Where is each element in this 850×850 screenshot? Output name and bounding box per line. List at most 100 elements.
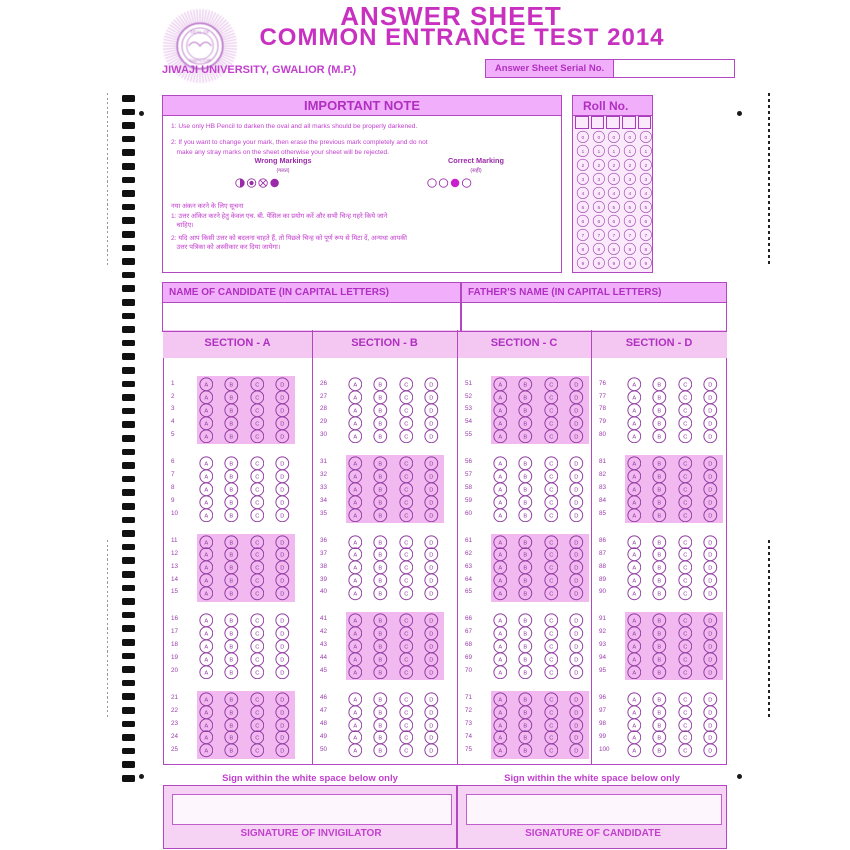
svg-text:B: B — [658, 553, 662, 559]
svg-text:D: D — [430, 383, 434, 389]
svg-text:C: C — [549, 658, 553, 664]
svg-text:D: D — [575, 462, 579, 468]
svg-text:B: B — [524, 383, 528, 389]
svg-text:8: 8 — [628, 247, 631, 253]
svg-text:C: C — [404, 710, 408, 716]
svg-text:C: C — [683, 422, 687, 428]
svg-text:C: C — [404, 658, 408, 664]
svg-text:A: A — [204, 500, 208, 506]
svg-text:C: C — [255, 435, 259, 441]
svg-text:D: D — [575, 619, 579, 625]
svg-text:A: A — [632, 435, 636, 441]
svg-text:B: B — [379, 736, 383, 742]
svg-text:B: B — [379, 670, 383, 676]
svg-text:B: B — [524, 579, 528, 585]
svg-text:A: A — [204, 670, 208, 676]
svg-text:A: A — [632, 409, 636, 415]
svg-text:A: A — [204, 579, 208, 585]
svg-text:1: 1 — [644, 149, 647, 155]
svg-text:2: 2 — [581, 163, 584, 169]
svg-text:C: C — [683, 435, 687, 441]
svg-text:C: C — [549, 723, 553, 729]
svg-text:A: A — [498, 435, 502, 441]
svg-text:B: B — [658, 723, 662, 729]
svg-text:D: D — [281, 645, 285, 651]
svg-text:D: D — [281, 435, 285, 441]
svg-text:C: C — [683, 658, 687, 664]
svg-text:D: D — [430, 396, 434, 402]
svg-text:B: B — [230, 422, 234, 428]
svg-text:D: D — [281, 736, 285, 742]
svg-text:B: B — [230, 697, 234, 703]
svg-text:D: D — [709, 513, 713, 519]
svg-text:C: C — [255, 383, 259, 389]
svg-text:B: B — [658, 422, 662, 428]
svg-text:1: 1 — [597, 149, 600, 155]
svg-text:C: C — [549, 540, 553, 546]
svg-text:D: D — [281, 422, 285, 428]
svg-text:A: A — [498, 632, 502, 638]
svg-text:C: C — [404, 383, 408, 389]
svg-text:1: 1 — [628, 149, 631, 155]
svg-text:B: B — [230, 645, 234, 651]
svg-text:B: B — [379, 619, 383, 625]
svg-text:C: C — [255, 500, 259, 506]
svg-text:7: 7 — [597, 233, 600, 239]
svg-text:D: D — [575, 396, 579, 402]
svg-text:D: D — [281, 500, 285, 506]
svg-text:8: 8 — [644, 247, 647, 253]
svg-text:B: B — [658, 462, 662, 468]
svg-text:C: C — [683, 566, 687, 572]
svg-text:D: D — [709, 723, 713, 729]
svg-text:B: B — [524, 540, 528, 546]
svg-text:C: C — [255, 462, 259, 468]
svg-text:5: 5 — [644, 205, 647, 211]
svg-text:A: A — [204, 422, 208, 428]
svg-text:A: A — [204, 396, 208, 402]
svg-text:C: C — [549, 645, 553, 651]
svg-text:D: D — [575, 383, 579, 389]
svg-text:D: D — [430, 500, 434, 506]
svg-text:C: C — [404, 500, 408, 506]
svg-text:D: D — [709, 736, 713, 742]
svg-text:D: D — [709, 553, 713, 559]
svg-text:B: B — [524, 553, 528, 559]
svg-text:A: A — [353, 422, 357, 428]
svg-text:A: A — [204, 566, 208, 572]
svg-text:B: B — [230, 475, 234, 481]
svg-text:B: B — [379, 697, 383, 703]
svg-text:A: A — [353, 553, 357, 559]
svg-text:9: 9 — [597, 261, 600, 267]
svg-text:A: A — [204, 723, 208, 729]
svg-text:4: 4 — [597, 191, 600, 197]
svg-text:A: A — [353, 697, 357, 703]
svg-text:D: D — [709, 383, 713, 389]
svg-text:B: B — [379, 540, 383, 546]
svg-text:C: C — [683, 475, 687, 481]
svg-text:B: B — [230, 540, 234, 546]
svg-text:A: A — [632, 566, 636, 572]
svg-text:B: B — [658, 435, 662, 441]
svg-text:B: B — [524, 566, 528, 572]
svg-text:D: D — [430, 579, 434, 585]
svg-text:C: C — [404, 422, 408, 428]
svg-text:5: 5 — [581, 205, 584, 211]
svg-text:A: A — [204, 487, 208, 493]
svg-text:7: 7 — [628, 233, 631, 239]
svg-text:B: B — [524, 475, 528, 481]
svg-text:A: A — [632, 632, 636, 638]
svg-text:A: A — [632, 500, 636, 506]
svg-text:C: C — [255, 658, 259, 664]
svg-text:C: C — [404, 592, 408, 598]
svg-text:D: D — [575, 592, 579, 598]
svg-text:D: D — [709, 500, 713, 506]
svg-text:D: D — [430, 658, 434, 664]
svg-text:D: D — [430, 409, 434, 415]
svg-text:4: 4 — [644, 191, 647, 197]
svg-text:C: C — [683, 409, 687, 415]
svg-text:D: D — [281, 513, 285, 519]
svg-text:B: B — [524, 462, 528, 468]
svg-text:A: A — [353, 645, 357, 651]
svg-text:C: C — [683, 645, 687, 651]
svg-text:C: C — [255, 487, 259, 493]
